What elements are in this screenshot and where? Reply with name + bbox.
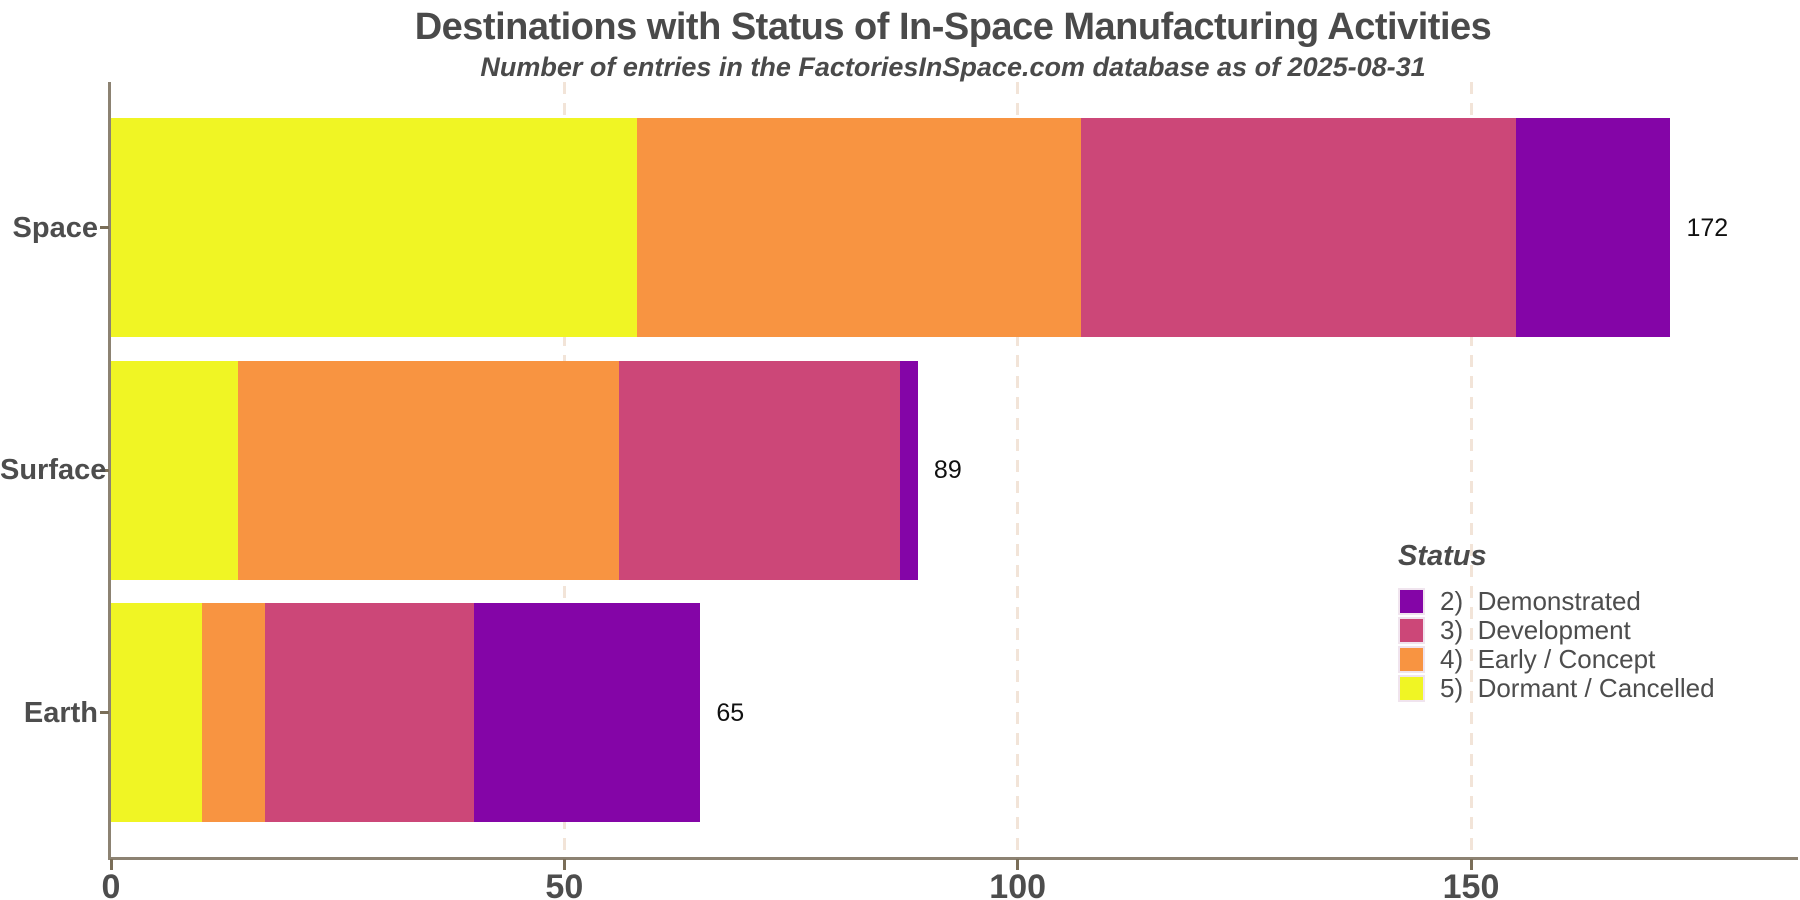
x-axis-line — [108, 857, 1798, 860]
legend-label: 4) Early / Concept — [1440, 644, 1656, 674]
bar-segment — [265, 603, 474, 822]
x-tick-label: 100 — [989, 868, 1047, 900]
legend-item: 3) Development — [1398, 617, 1715, 644]
bar-segment — [111, 118, 637, 337]
gridline — [1016, 82, 1020, 857]
y-axis-tick — [100, 226, 109, 229]
x-axis-tick — [1016, 859, 1020, 870]
legend-label: 3) Development — [1440, 615, 1631, 645]
x-axis-tick — [1469, 859, 1473, 870]
bar-segment — [899, 360, 918, 580]
bar-segment — [473, 603, 701, 822]
x-tick-label: 0 — [101, 868, 121, 900]
bar-segment — [237, 360, 619, 580]
x-tick-label: 150 — [1442, 868, 1500, 900]
legend-items: 2) Demonstrated 3) Development 4) Early / … — [1398, 588, 1715, 702]
legend-swatch — [1398, 588, 1425, 615]
x-tick-label: 50 — [545, 868, 584, 900]
legend-item: 5) Dormant / Cancelled — [1398, 675, 1715, 702]
category-label: Surface — [0, 454, 107, 486]
category-label: Earth — [23, 696, 98, 729]
legend-label: 5) Dormant / Cancelled — [1440, 673, 1715, 703]
bar-value-label: 89 — [933, 456, 962, 484]
bar-segment — [1081, 118, 1517, 337]
legend-item: 2) Demonstrated — [1398, 588, 1715, 615]
gridline — [1469, 82, 1473, 857]
bar-segment — [111, 603, 202, 822]
bar-segment — [618, 360, 900, 580]
legend-swatch — [1398, 675, 1425, 702]
legend-swatch — [1398, 617, 1425, 644]
bar-value-label: 172 — [1686, 213, 1729, 242]
category-label: Space — [12, 211, 98, 244]
bar-segment — [1516, 118, 1671, 337]
bar-segment — [111, 360, 238, 580]
chart-subtitle: Number of entries in the FactoriesInSpac… — [480, 52, 1426, 82]
legend-swatch — [1398, 646, 1425, 673]
x-axis-tick — [109, 859, 113, 870]
legend-label: 2) Demonstrated — [1440, 586, 1641, 616]
bar-segment — [636, 118, 1082, 337]
y-axis-tick — [100, 711, 109, 714]
y-axis-line — [108, 82, 111, 860]
x-axis-tick — [562, 859, 566, 870]
bar-segment — [201, 603, 266, 822]
legend-title: Status — [1398, 540, 1487, 572]
bar-value-label: 65 — [716, 698, 745, 727]
legend-item: 4) Early / Concept — [1398, 646, 1715, 673]
chart-title: Destinations with Status of In-Space Man… — [414, 6, 1492, 48]
y-axis-tick — [100, 468, 109, 472]
legend: Status 2) Demonstrated 3) Development 4) E… — [1398, 540, 1715, 704]
